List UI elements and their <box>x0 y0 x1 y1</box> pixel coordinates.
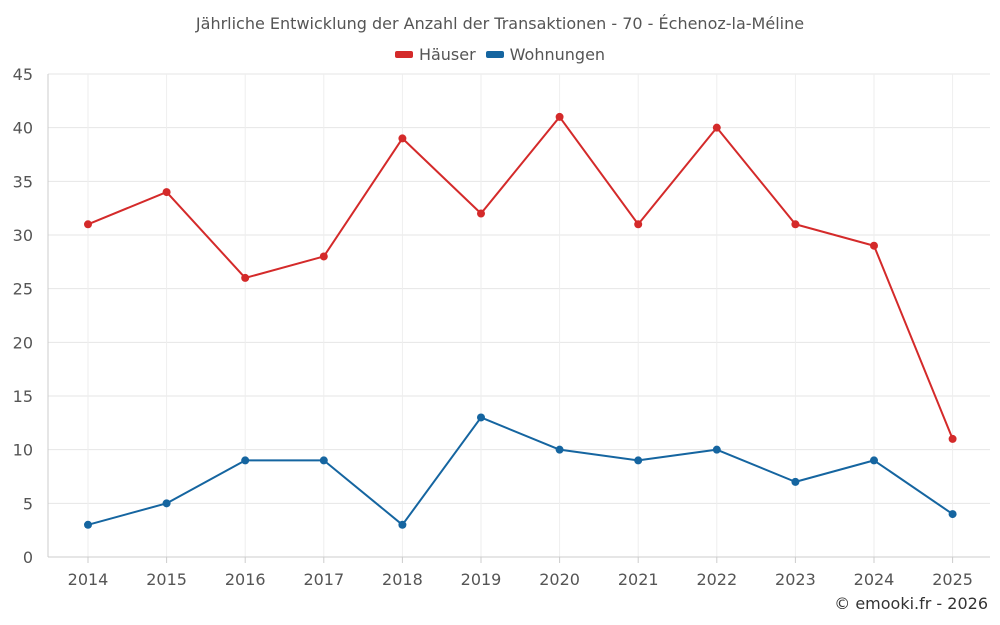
y-tick-label: 15 <box>13 387 33 406</box>
x-tick-label: 2016 <box>225 570 266 589</box>
data-point-0 <box>791 220 800 229</box>
y-tick-label: 10 <box>13 441 33 460</box>
series-line-1 <box>87 416 954 526</box>
data-point-1 <box>477 413 485 422</box>
credit-text: © emooki.fr - 2026 <box>834 594 988 613</box>
legend-label-haeuser: Häuser <box>418 45 476 64</box>
y-tick-label: 30 <box>13 226 33 245</box>
data-point-1 <box>555 445 564 454</box>
y-tick-label: 5 <box>23 494 33 513</box>
data-point-1 <box>84 520 92 529</box>
y-tick-label: 25 <box>13 280 33 299</box>
data-point-1 <box>634 456 643 465</box>
data-point-1 <box>948 510 957 519</box>
x-tick-label: 2025 <box>932 570 973 589</box>
data-point-0 <box>477 209 485 218</box>
data-point-0 <box>948 434 957 443</box>
y-tick-label: 0 <box>23 548 33 567</box>
y-tick-label: 35 <box>13 172 33 191</box>
data-point-0 <box>712 123 721 132</box>
x-tick-label: 2024 <box>854 570 895 589</box>
data-point-1 <box>398 520 407 529</box>
x-tick-label: 2018 <box>382 570 423 589</box>
data-point-1 <box>712 445 721 454</box>
data-point-1 <box>791 477 800 486</box>
data-point-0 <box>634 220 643 229</box>
series-line-0 <box>87 115 954 440</box>
x-tick-label: 2014 <box>68 570 109 589</box>
data-point-0 <box>398 134 407 143</box>
legend-item-wohnungen[interactable]: Wohnungen <box>485 45 606 64</box>
data-point-1 <box>319 456 328 465</box>
chart-legend: Häuser Wohnungen <box>0 45 1000 64</box>
x-tick-label: 2015 <box>146 570 187 589</box>
data-point-0 <box>241 273 250 282</box>
data-point-0 <box>870 241 878 250</box>
data-point-1 <box>241 456 250 465</box>
x-tick-label: 2020 <box>539 570 580 589</box>
chart-title: Jährliche Entwicklung der Anzahl der Tra… <box>195 14 805 33</box>
y-tick-label: 40 <box>13 119 33 138</box>
data-point-0 <box>84 220 92 229</box>
legend-swatch-wohnungen <box>485 51 504 58</box>
data-point-0 <box>162 188 171 197</box>
x-tick-label: 2021 <box>618 570 659 589</box>
legend-item-haeuser[interactable]: Häuser <box>394 45 476 64</box>
y-tick-label: 20 <box>13 333 33 352</box>
data-point-1 <box>162 499 171 508</box>
data-point-0 <box>555 112 564 121</box>
x-tick-label: 2022 <box>696 570 737 589</box>
legend-swatch-haeuser <box>394 51 413 58</box>
x-tick-label: 2019 <box>461 570 502 589</box>
x-tick-label: 2017 <box>303 570 344 589</box>
legend-label-wohnungen: Wohnungen <box>509 45 606 64</box>
data-point-0 <box>319 252 328 261</box>
x-tick-label: 2023 <box>775 570 816 589</box>
data-point-1 <box>870 456 878 465</box>
y-tick-label: 45 <box>13 65 33 84</box>
